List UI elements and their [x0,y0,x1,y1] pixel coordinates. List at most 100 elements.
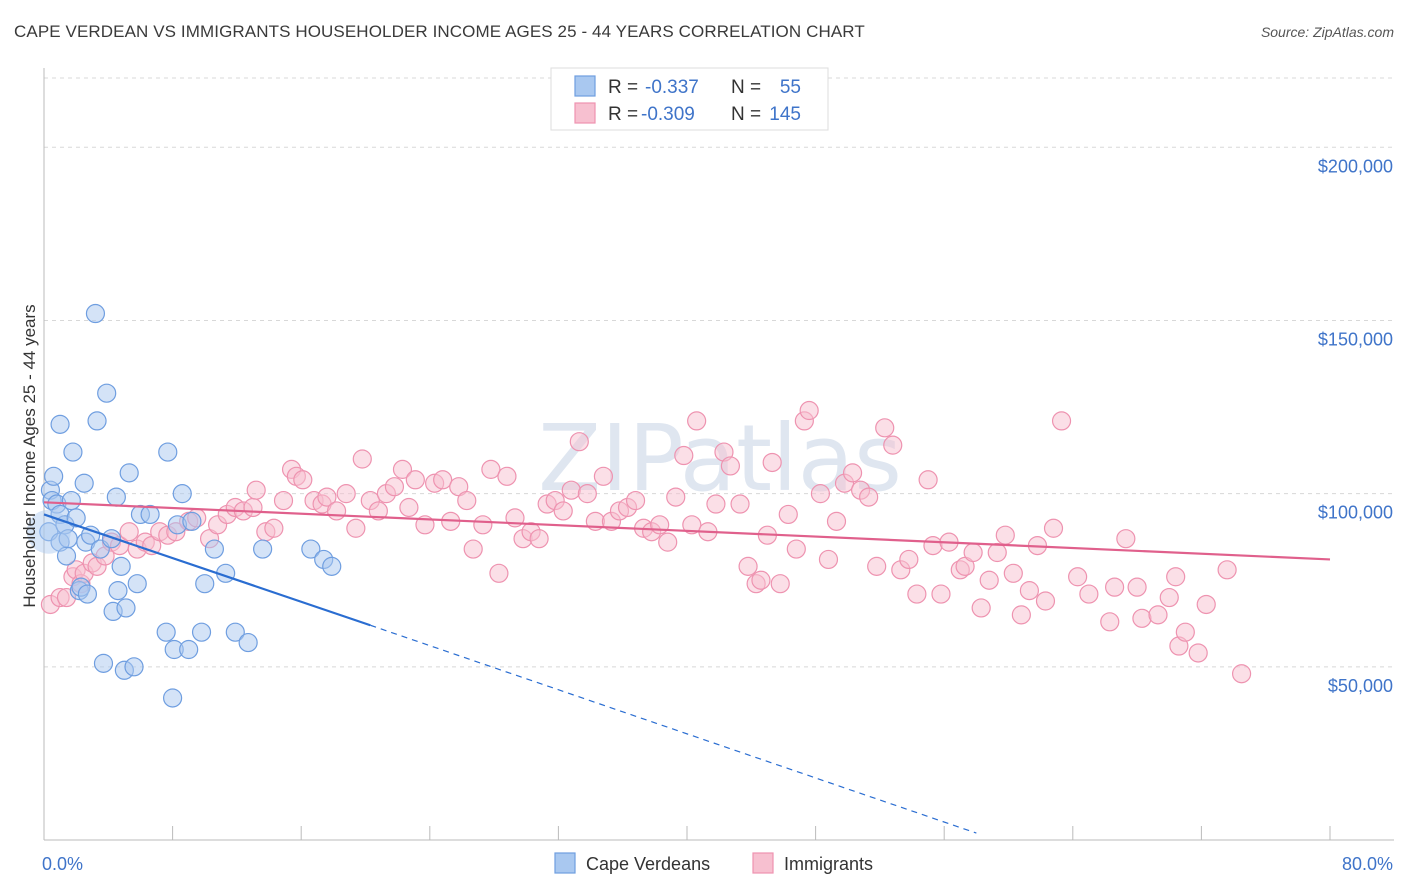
immigrant-point [810,484,831,504]
immigrant-point [799,400,819,421]
legend-pink-r-label: R = [608,104,638,125]
immigrant-point [751,570,771,590]
immigrant-point [473,515,493,535]
immigrant-point [246,480,266,500]
immigrant-point [1051,411,1072,431]
immigrant-point [971,598,991,618]
immigrant-point [1166,567,1186,587]
cape-verdean-point [44,466,64,486]
immigrant-point [457,490,477,511]
cape-verdean-point [204,539,224,559]
x-tick-label-min: 0.0% [42,854,83,874]
immigrant-point [658,532,678,552]
cape-verdean-point [116,598,136,618]
series-legend: Cape Verdeans Immigrants [554,852,873,874]
immigrant-point [119,522,139,542]
immigrant-point [899,549,919,570]
immigrant-point [687,411,707,431]
cape-verdean-point [111,556,131,576]
immigrant-point [326,501,347,521]
immigrant-point [770,574,790,594]
chart-title: CAPE VERDEAN VS IMMIGRANTS HOUSEHOLDER I… [14,22,865,41]
cape-verdean-point [124,657,144,677]
cape-verdean-point [50,414,70,434]
immigrant-point [336,484,356,504]
cape-verdean-trend-extension [370,624,977,834]
cape-verdean-point [63,442,83,462]
immigrant-point [293,470,313,490]
cape-verdean-point [74,473,94,493]
correlation-legend: R = -0.337 N = 55 R = -0.309 N = 145 [550,67,829,131]
immigrant-point [1116,529,1136,549]
immigrant-point [553,501,573,521]
immigrant-point [1011,605,1031,625]
cape-verdean-point [106,487,126,507]
immigrant-point [1175,622,1195,642]
cape-verdean-point [61,490,81,511]
cape-verdean-point [101,529,122,549]
immigrant-point [561,480,581,500]
grid-lines [44,77,1394,668]
immigrant-point [1188,643,1208,663]
legend-pink-n-label: N = [731,104,761,125]
series-legend-pink-swatch [752,852,774,874]
cape-verdean-point [77,584,98,604]
immigrant-point [243,497,263,518]
immigrant-point [979,570,999,590]
immigrant-point [625,490,646,511]
cape-verdean-point [191,622,212,642]
legend-blue-n-label: N = [731,77,761,98]
legend-pink-n-value: 145 [769,104,801,125]
immigrant-point [1079,584,1099,604]
immigrant-point [433,470,453,490]
immigrant-point [987,542,1007,563]
immigrant-point [867,556,887,576]
cape-verdean-point [179,639,199,660]
legend-blue-swatch [574,75,596,97]
y-tick-label: $200,000 [1318,156,1393,176]
cape-verdean-point [66,508,86,528]
y-tick-label: $100,000 [1318,503,1393,523]
immigrant-point [1019,581,1039,601]
cape-verdeans-points [26,303,342,708]
immigrant-point [1127,577,1147,597]
immigrant-point [593,466,614,486]
immigrant-point [786,539,806,559]
cape-verdean-point [156,622,176,642]
cape-verdean-point [301,539,321,559]
legend-blue-n-value: 55 [780,77,801,98]
immigrant-point [1104,577,1125,597]
immigrant-point [529,529,549,549]
cape-verdean-point [87,411,107,431]
immigrant-point [1217,560,1237,580]
immigrant-point [577,484,597,504]
series-legend-blue-swatch [554,852,576,874]
y-tick-label: $50,000 [1328,676,1393,696]
immigrant-point [1148,605,1168,625]
immigrant-point [842,463,863,483]
immigrant-point [720,456,741,476]
immigrant-point [706,494,726,514]
immigrant-point [931,584,951,604]
cape-verdean-point [119,463,139,483]
legend-pink-swatch [574,102,596,124]
immigrant-point [1043,518,1064,538]
cape-verdean-trend-line [43,513,371,627]
cape-verdean-point [322,556,342,576]
immigrant-point [497,466,517,486]
immigrant-trend-line [43,501,1331,561]
immigrant-point [859,487,879,507]
cape-verdean-point [108,581,128,601]
immigrants-points [40,400,1252,684]
immigrant-point [762,452,782,473]
source-attribution: Source: ZipAtlas.com [1260,24,1394,40]
immigrant-point [650,515,670,535]
immigrant-point [1196,594,1216,615]
cape-verdean-point [163,688,183,708]
immigrant-point [1100,612,1120,632]
immigrant-point [569,432,589,452]
immigrant-point [875,418,895,438]
immigrant-point [666,487,686,507]
immigrant-point [489,563,509,583]
